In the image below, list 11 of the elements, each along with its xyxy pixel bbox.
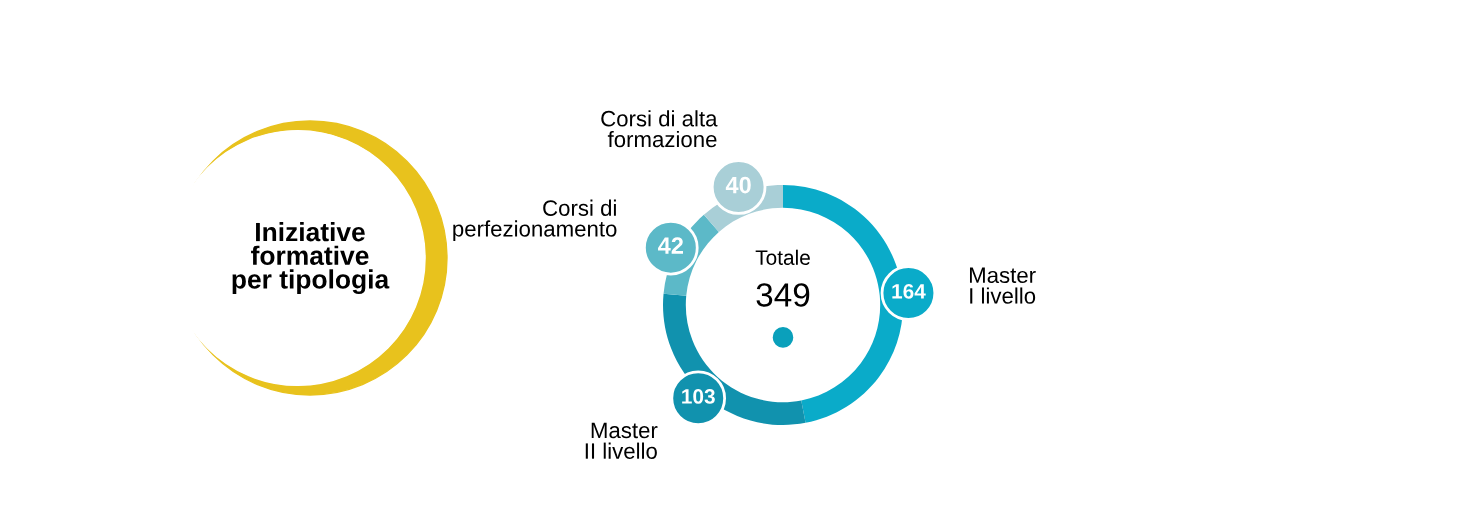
text: 349 [756, 283, 810, 307]
slice-label: Master II livello [585, 422, 658, 459]
text: Iniziative formative per tipologia [232, 222, 390, 294]
slice-label: Corsi di perfezionamento [453, 199, 617, 242]
data-label: 164 [892, 283, 926, 299]
legend-label: Master I livello [969, 267, 1036, 304]
text: Totale [755, 249, 810, 265]
data-label: 40 [725, 176, 751, 194]
slice-label: Corsi di alta formazione [601, 110, 718, 148]
data-label: 103 [682, 389, 715, 404]
data-label: 42 [658, 237, 683, 254]
